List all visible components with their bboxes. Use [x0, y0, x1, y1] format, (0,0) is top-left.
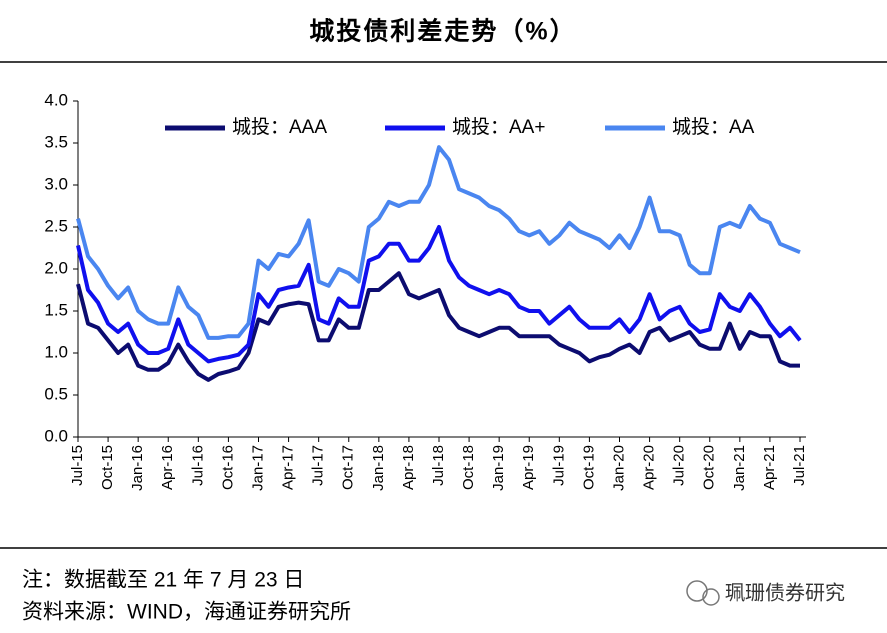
- y-tick-label: 1.0: [44, 342, 68, 361]
- x-tick-label: Jan-19: [490, 445, 507, 491]
- x-tick-label: Apr-17: [280, 445, 297, 490]
- x-tick-label: Jan-20: [610, 445, 627, 491]
- x-tick-label: Oct-15: [99, 445, 116, 490]
- x-tick-label: Oct-18: [460, 445, 477, 490]
- y-tick-label: 2.5: [44, 216, 68, 235]
- watermark-icon: [686, 580, 720, 606]
- x-tick-label: Oct-16: [219, 445, 236, 490]
- watermark: 珮珊债券研究: [725, 581, 845, 604]
- y-tick-label: 1.5: [44, 300, 68, 319]
- x-tick-label: Apr-20: [641, 445, 658, 490]
- x-tick-label: Jan-18: [370, 445, 387, 491]
- x-tick-label: Jul-19: [550, 445, 567, 486]
- legend-label: 城投：AAA: [232, 116, 327, 138]
- chart-title: 城投债利差走势（%）: [309, 17, 576, 46]
- legend-label: 城投：AA: [672, 116, 755, 138]
- x-tick-label: Jul-16: [189, 445, 206, 486]
- x-tick-label: Apr-21: [761, 445, 778, 490]
- y-tick-label: 0.5: [44, 384, 68, 403]
- x-tick-label: Jul-15: [69, 445, 86, 486]
- x-tick-label: Jul-21: [791, 445, 808, 486]
- y-tick-label: 3.5: [44, 132, 68, 151]
- y-tick-label: 0.0: [44, 426, 68, 445]
- x-tick-label: Apr-19: [520, 445, 537, 490]
- series-line: [76, 145, 801, 340]
- x-tick-label: Oct-17: [340, 445, 357, 490]
- note: 注：数据截至 21 年 7 月 23 日: [22, 569, 304, 592]
- y-tick-label: 2.0: [44, 258, 68, 277]
- x-tick-label: Jan-21: [731, 445, 748, 491]
- series-line: [76, 225, 802, 364]
- series-line: [76, 271, 800, 382]
- x-tick-label: Oct-19: [580, 445, 597, 490]
- x-tick-label: Jan-16: [129, 445, 146, 491]
- x-tick-label: Jul-17: [310, 445, 327, 486]
- y-tick-label: 4.0: [44, 90, 68, 109]
- x-tick-label: Jul-18: [430, 445, 447, 486]
- source-note: 资料来源：WIND，海通证券研究所: [22, 601, 351, 624]
- x-tick-label: Apr-18: [400, 445, 417, 490]
- y-tick-label: 3.0: [44, 174, 68, 193]
- x-tick-label: Jan-17: [249, 445, 266, 491]
- x-tick-label: Jul-20: [671, 445, 688, 486]
- x-tick-label: Oct-20: [701, 445, 718, 490]
- x-tick-label: Apr-16: [159, 445, 176, 490]
- legend-label: 城投：AA+: [452, 116, 545, 138]
